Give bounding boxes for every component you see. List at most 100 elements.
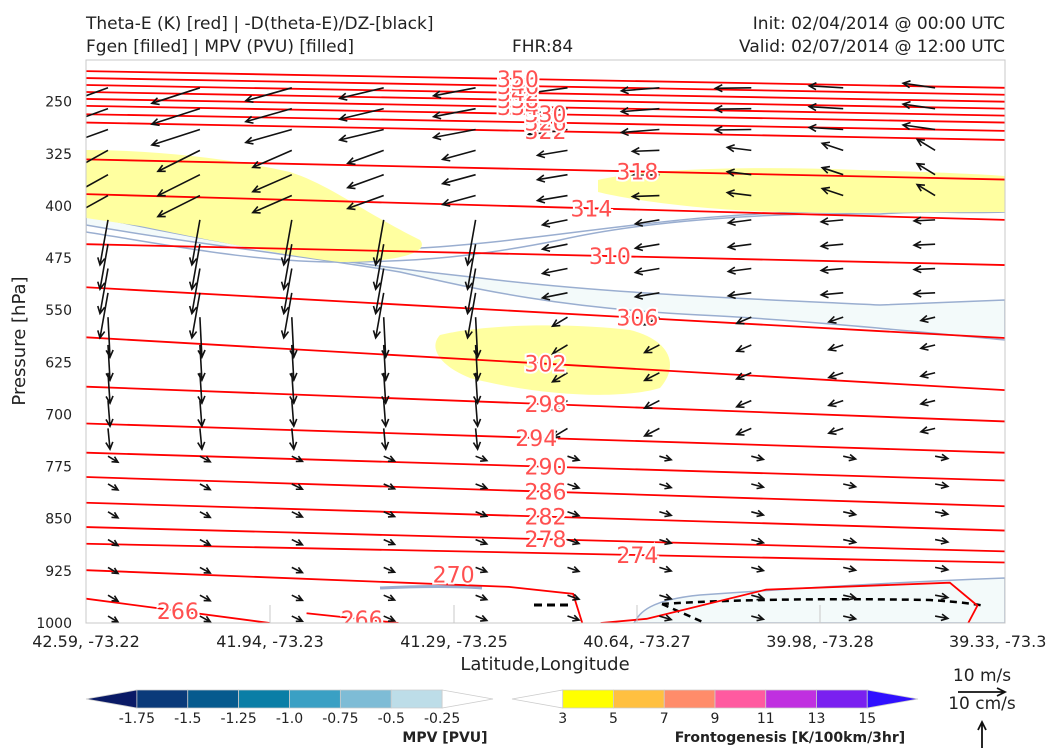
theta-e-contour-342: [86, 84, 1005, 103]
theta-e-contour-274: [86, 542, 1005, 564]
wind-vector-58: [820, 186, 844, 197]
wind-vector-117: [735, 344, 752, 353]
wind-vector-122: [289, 372, 298, 405]
wind-vector-164: [475, 482, 489, 490]
wind-vector-93: [372, 292, 385, 340]
y-axis-label: Pressure [hPa]: [9, 276, 30, 405]
wind-vector-12: [244, 107, 293, 124]
wind-vector-146: [643, 427, 660, 437]
wind-vector-37: [725, 143, 752, 153]
theta-e-contour-270-b: [600, 581, 979, 623]
theta-e-contour-290: [86, 451, 1005, 482]
wind-vector-96: [633, 291, 660, 300]
wind-vector-0: [86, 87, 109, 97]
theta-e-label-270: 270: [433, 563, 475, 588]
fgen-colorbar-tick-1: 5: [609, 711, 618, 727]
wind-vector-65: [540, 219, 568, 228]
theta-e-label-286: 286: [525, 481, 567, 506]
wind-vector-161: [199, 483, 212, 491]
wind-vector-61: [188, 219, 201, 267]
theta-e-label-282: 282: [525, 506, 567, 531]
wind-vector-184: [475, 538, 489, 546]
wind-vector-4: [431, 87, 476, 99]
wind-vector-90: [97, 292, 109, 340]
y-tick-label-925: 925: [45, 564, 72, 580]
theta-e-label-306: 306: [616, 307, 658, 332]
wind-vector-163: [383, 483, 397, 490]
wind-vector-151: [199, 455, 212, 463]
wind-vector-94: [464, 292, 477, 340]
wind-vector-167: [751, 481, 766, 490]
wind-vector-209: [934, 592, 950, 601]
wind-vector-201: [199, 594, 212, 602]
wind-vector-126: [643, 372, 660, 382]
dashed-contour-2: [661, 597, 986, 608]
wind-vector-213: [383, 615, 397, 622]
wind-vector-51: [156, 194, 201, 218]
wind-vector-35: [535, 149, 568, 159]
y-tick-label-1000: 1000: [36, 616, 72, 632]
fgen-colorbar-segment-0: [511, 689, 564, 709]
wind-vector-150: [107, 455, 120, 464]
wind-vector-141: [197, 428, 206, 451]
wind-vector-71: [188, 244, 201, 291]
theta-e-contour-334: [86, 98, 1005, 117]
wind-vector-189: [934, 536, 950, 545]
wind-vector-145: [550, 427, 568, 439]
theta-e-contour-266: [86, 597, 270, 623]
dashed-contour-3: [661, 602, 706, 623]
wind-vector-105: [550, 316, 568, 328]
wind-vector-27: [713, 125, 752, 135]
wind-vector-192: [291, 566, 305, 574]
theta-e-label-342: 342: [497, 82, 539, 107]
wind-vector-188: [843, 537, 858, 545]
wind-vector-210: [107, 615, 120, 623]
wind-vector-147: [735, 427, 752, 436]
wind-vector-34: [440, 149, 476, 162]
theta-e-label-322: 322: [525, 120, 567, 145]
y-tick-label-700: 700: [45, 407, 72, 423]
wind-vector-101: [197, 317, 206, 359]
theta-e-contour-346: [86, 77, 1005, 96]
wind-vector-200: [107, 594, 120, 603]
wind-vector-159: [934, 453, 950, 462]
theta-e-contour-266: [306, 612, 399, 623]
theta-e-contour-286: [86, 476, 1005, 508]
chart-title-line2: Fgen [filled] | MPV (PVU) [filled]: [86, 37, 355, 57]
mpv-colorbar-segment-7: [441, 689, 494, 709]
mpv-colorbar-tick-6: -0.25: [424, 711, 460, 727]
wind-vector-172: [291, 511, 305, 518]
theta-e-label-302: 302: [525, 353, 567, 378]
wind-vector-121: [197, 372, 206, 405]
fgen-colorbar-segment-1: [562, 689, 614, 709]
theta-e-contour-310: [86, 243, 1005, 266]
wind-vector-57: [725, 189, 752, 198]
wind-vector-5: [525, 87, 568, 97]
wind-vector-219: [934, 613, 950, 622]
wind-vector-69: [912, 216, 936, 225]
wind-vector-75: [540, 243, 568, 253]
wind-vector-42: [251, 173, 293, 193]
theta-e-contour-306: [86, 286, 1005, 339]
wind-vector-99: [912, 289, 936, 298]
x-tick-label-1: 41.94, -73.23: [216, 632, 324, 651]
wind-vector-108: [827, 315, 844, 324]
wind-vector-183: [383, 538, 397, 546]
wind-vector-2: [244, 87, 293, 104]
theta-e-contour-330: [86, 104, 1005, 124]
wind-vector-215: [567, 614, 581, 622]
wind-vector-39: [915, 138, 936, 152]
wind-vector-115: [550, 344, 568, 355]
wind-vector-162: [291, 483, 305, 491]
y-tick-label-325: 325: [45, 147, 72, 163]
wind-vector-138: [827, 399, 844, 408]
wind-vector-92: [280, 292, 293, 340]
wind-vector-195: [567, 565, 581, 574]
theta-e-label-314: 314: [570, 197, 612, 222]
mpv-colorbar-tick-2: -1.25: [221, 711, 257, 727]
wind-vector-31: [156, 149, 201, 173]
wind-vector-169: [934, 481, 950, 490]
theta-e-contour-294: [86, 422, 1005, 454]
wind-vector-13: [337, 107, 384, 122]
wind-vector-120: [105, 372, 114, 405]
